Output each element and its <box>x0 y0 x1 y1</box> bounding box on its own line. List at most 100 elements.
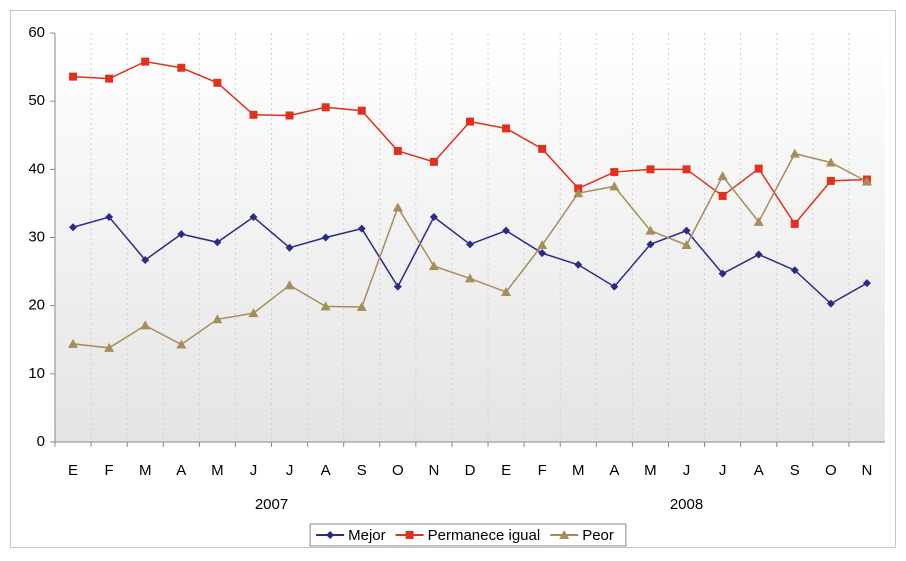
marker <box>646 240 655 249</box>
marker <box>718 191 727 200</box>
marker <box>754 164 763 173</box>
x-tick-label: O <box>392 462 404 479</box>
marker <box>682 165 691 174</box>
marker <box>429 157 438 166</box>
marker <box>177 230 186 239</box>
marker <box>646 165 655 174</box>
y-tick-label: 40 <box>28 160 45 177</box>
marker <box>68 338 79 348</box>
legend-marker <box>326 531 335 539</box>
marker <box>356 302 367 312</box>
x-tick-label: A <box>176 462 186 479</box>
legend-label: Mejor <box>348 527 386 544</box>
y-tick-label: 30 <box>28 228 45 245</box>
y-tick-label: 20 <box>28 297 45 314</box>
x-tick-label: A <box>754 462 764 479</box>
marker <box>645 225 656 235</box>
marker <box>753 216 764 226</box>
marker <box>429 213 438 222</box>
x-tick-label: J <box>719 462 727 479</box>
marker <box>826 176 835 185</box>
x-tick-label: J <box>250 462 258 479</box>
y-tick-label: 10 <box>28 365 45 382</box>
marker <box>718 269 727 278</box>
marker <box>861 176 872 186</box>
legend-item: Peor <box>550 527 614 544</box>
x-tick-label: M <box>644 462 657 479</box>
marker <box>393 282 402 291</box>
marker <box>790 266 799 275</box>
x-tick-label: M <box>211 462 224 479</box>
marker <box>538 249 547 258</box>
x-tick-label: J <box>286 462 294 479</box>
year-label: 2007 <box>255 496 288 513</box>
marker <box>502 124 511 133</box>
marker <box>538 144 547 153</box>
marker <box>285 243 294 252</box>
legend-marker <box>405 531 414 539</box>
marker <box>177 63 186 72</box>
marker <box>502 226 511 235</box>
marker <box>609 181 620 191</box>
marker <box>466 117 474 126</box>
marker <box>285 111 294 120</box>
marker <box>682 226 691 235</box>
marker <box>249 213 258 222</box>
y-tick-label: 0 <box>37 433 45 450</box>
x-tick-label: N <box>862 462 873 479</box>
marker <box>249 110 258 119</box>
marker <box>141 57 150 66</box>
plot-area <box>55 33 885 442</box>
marker <box>213 78 222 87</box>
legend-label: Peor <box>582 527 614 544</box>
x-tick-label: A <box>321 462 331 479</box>
x-tick-label: A <box>609 462 619 479</box>
marker <box>573 188 584 198</box>
marker <box>104 342 115 352</box>
x-tick-label: S <box>357 462 367 479</box>
marker <box>357 106 366 115</box>
x-tick-label: J <box>683 462 691 479</box>
x-tick-label: M <box>572 462 585 479</box>
legend-label: Permanece igual <box>428 527 541 544</box>
marker <box>574 260 583 269</box>
marker <box>717 171 728 181</box>
marker <box>465 273 475 283</box>
marker <box>321 103 330 112</box>
x-tick-label: E <box>501 462 511 479</box>
marker <box>176 339 187 349</box>
marker <box>610 282 619 291</box>
marker <box>105 213 114 222</box>
x-tick-label: F <box>538 462 547 479</box>
y-tick-label: 60 <box>28 24 45 41</box>
marker <box>392 202 403 212</box>
marker <box>357 224 366 233</box>
legend-item: Permanece igual <box>395 527 541 544</box>
marker <box>69 72 78 81</box>
marker <box>320 301 331 311</box>
marker <box>862 279 871 288</box>
marker <box>212 314 223 324</box>
marker <box>105 74 114 83</box>
marker <box>826 299 835 308</box>
marker <box>681 239 692 249</box>
x-tick-label: F <box>105 462 114 479</box>
legend: Mejor Permanece igual Peor <box>309 523 627 547</box>
marker <box>789 148 800 158</box>
marker <box>140 320 151 330</box>
marker <box>321 233 330 242</box>
marker <box>69 223 78 232</box>
marker <box>610 168 619 177</box>
marker <box>825 157 836 167</box>
x-tick-label: N <box>428 462 439 479</box>
x-tick-label: D <box>465 462 476 479</box>
legend-marker <box>559 530 570 539</box>
y-tick-label: 50 <box>28 92 45 109</box>
marker <box>754 250 763 259</box>
marker <box>393 146 402 155</box>
year-label: 2008 <box>670 496 703 513</box>
marker <box>141 255 150 264</box>
marker <box>537 239 548 249</box>
x-tick-label: E <box>68 462 78 479</box>
